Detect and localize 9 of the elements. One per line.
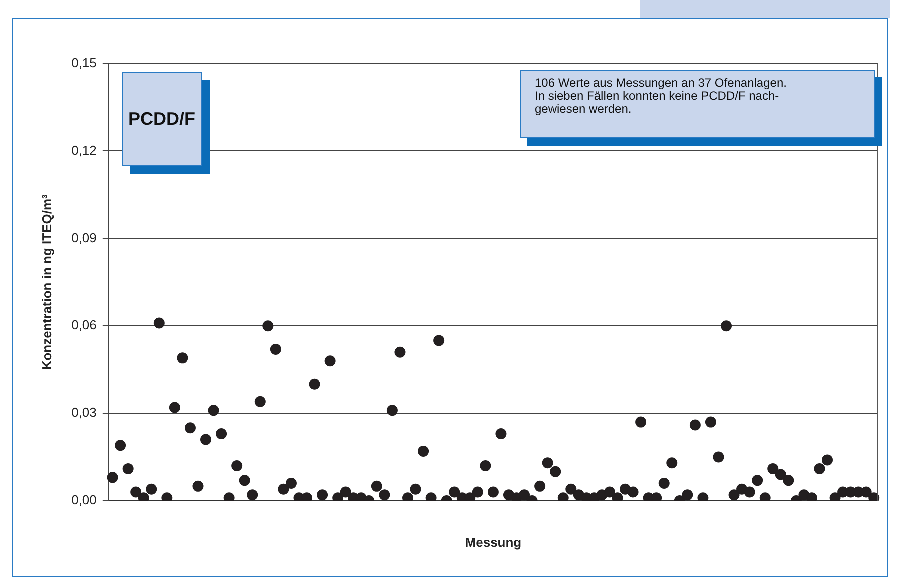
y-tick-label: 0,06 <box>72 318 97 333</box>
y-tick-label: 0,03 <box>72 405 97 420</box>
y-tick-label: 0,12 <box>72 142 97 158</box>
y-tick-label: 0,09 <box>72 230 97 246</box>
x-axis-title: Messung <box>465 534 522 550</box>
y-axis-title: Konzentration in ng ITEQ/m³ <box>39 194 54 370</box>
y-tick-label: 0,00 <box>72 492 97 508</box>
annotation: 106 Werte aus Messungen an 37 Ofenanlagen. In sieben Fällen konnten keine PCDD/F nach- gewiesen werden. <box>535 76 787 116</box>
y-tick-label: 0,15 <box>72 55 97 70</box>
